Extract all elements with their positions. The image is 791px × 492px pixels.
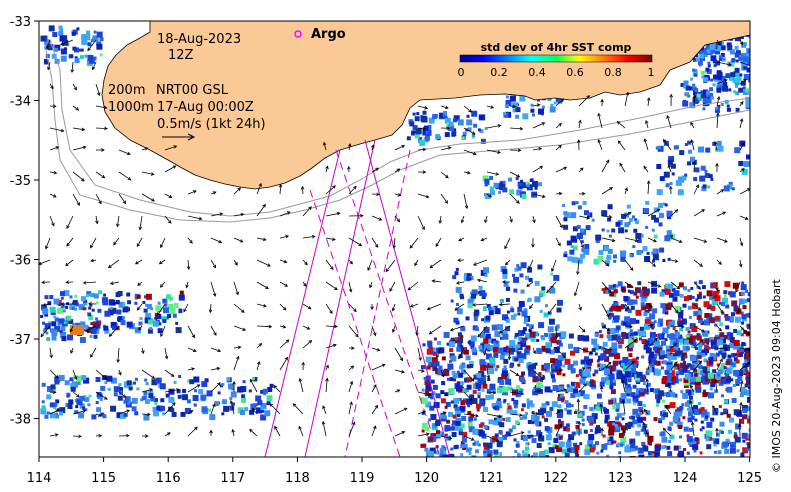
x-tick-label: 114 bbox=[27, 471, 52, 486]
current-time-label: 17-Aug 00:00Z bbox=[157, 100, 254, 115]
x-tick-label: 123 bbox=[608, 471, 633, 486]
satellite-tracks bbox=[264, 139, 451, 457]
x-tick-label: 116 bbox=[156, 471, 181, 486]
colorbar-tick-label: 0.6 bbox=[566, 66, 584, 79]
y-tick-label: -37 bbox=[10, 333, 31, 348]
argo-legend-label: Argo bbox=[311, 27, 346, 42]
current-product-label: NRT00 GSL bbox=[156, 83, 229, 98]
colorbar-ticks: 0 0.2 0.4 0.6 0.8 1 bbox=[458, 66, 655, 79]
hour-label: 12Z bbox=[168, 48, 194, 63]
colorbar-title: std dev of 4hr SST comp bbox=[481, 41, 632, 54]
x-tick-label: 115 bbox=[91, 471, 116, 486]
colorbar-tick-label: 0 bbox=[458, 66, 465, 79]
colorbar bbox=[459, 54, 653, 63]
isobath-200m bbox=[49, 39, 750, 217]
x-tick-label: 117 bbox=[220, 471, 245, 486]
scale-arrow-icon bbox=[162, 133, 196, 141]
argo-float-marker-icon bbox=[294, 30, 302, 38]
australia-land bbox=[39, 21, 750, 190]
vector-scale-label: 0.5m/s (1kt 24h) bbox=[157, 117, 266, 132]
colorbar-tick-label: 0.8 bbox=[604, 66, 622, 79]
x-tick-label: 122 bbox=[543, 471, 568, 486]
y-tick-label: -36 bbox=[10, 254, 31, 269]
isobath-1000m bbox=[44, 44, 750, 223]
current-vectors bbox=[39, 39, 750, 442]
x-tick-label: 120 bbox=[414, 471, 439, 486]
colorbar-tick-label: 0.4 bbox=[528, 66, 546, 79]
y-tick-label: -38 bbox=[10, 413, 31, 428]
colorbar-tick-label: 1 bbox=[648, 66, 655, 79]
y-tick-label: -33 bbox=[10, 15, 31, 30]
date-label: 18-Aug-2023 bbox=[157, 32, 241, 47]
x-tick-label: 124 bbox=[673, 471, 698, 486]
plot-frame bbox=[38, 20, 751, 458]
isobath-1000m-label: 1000m bbox=[108, 100, 154, 115]
x-tick-label: 118 bbox=[285, 471, 310, 486]
isobath-200m-label: 200m bbox=[108, 83, 145, 98]
colorbar-tick-label: 0.2 bbox=[490, 66, 508, 79]
imos-credit: © IMOS 20-Aug-2023 09:04 Hobart bbox=[770, 279, 783, 473]
x-tick-label: 121 bbox=[479, 471, 504, 486]
y-axis: -33 -34 -35 -36 -37 -38 bbox=[10, 15, 39, 428]
x-axis: 114 115 116 117 118 119 120 121 122 123 124 125 bbox=[27, 457, 762, 486]
y-tick-label: -35 bbox=[10, 174, 31, 189]
y-tick-label: -34 bbox=[10, 95, 31, 110]
x-tick-label: 125 bbox=[737, 471, 762, 486]
x-tick-label: 119 bbox=[350, 471, 375, 486]
